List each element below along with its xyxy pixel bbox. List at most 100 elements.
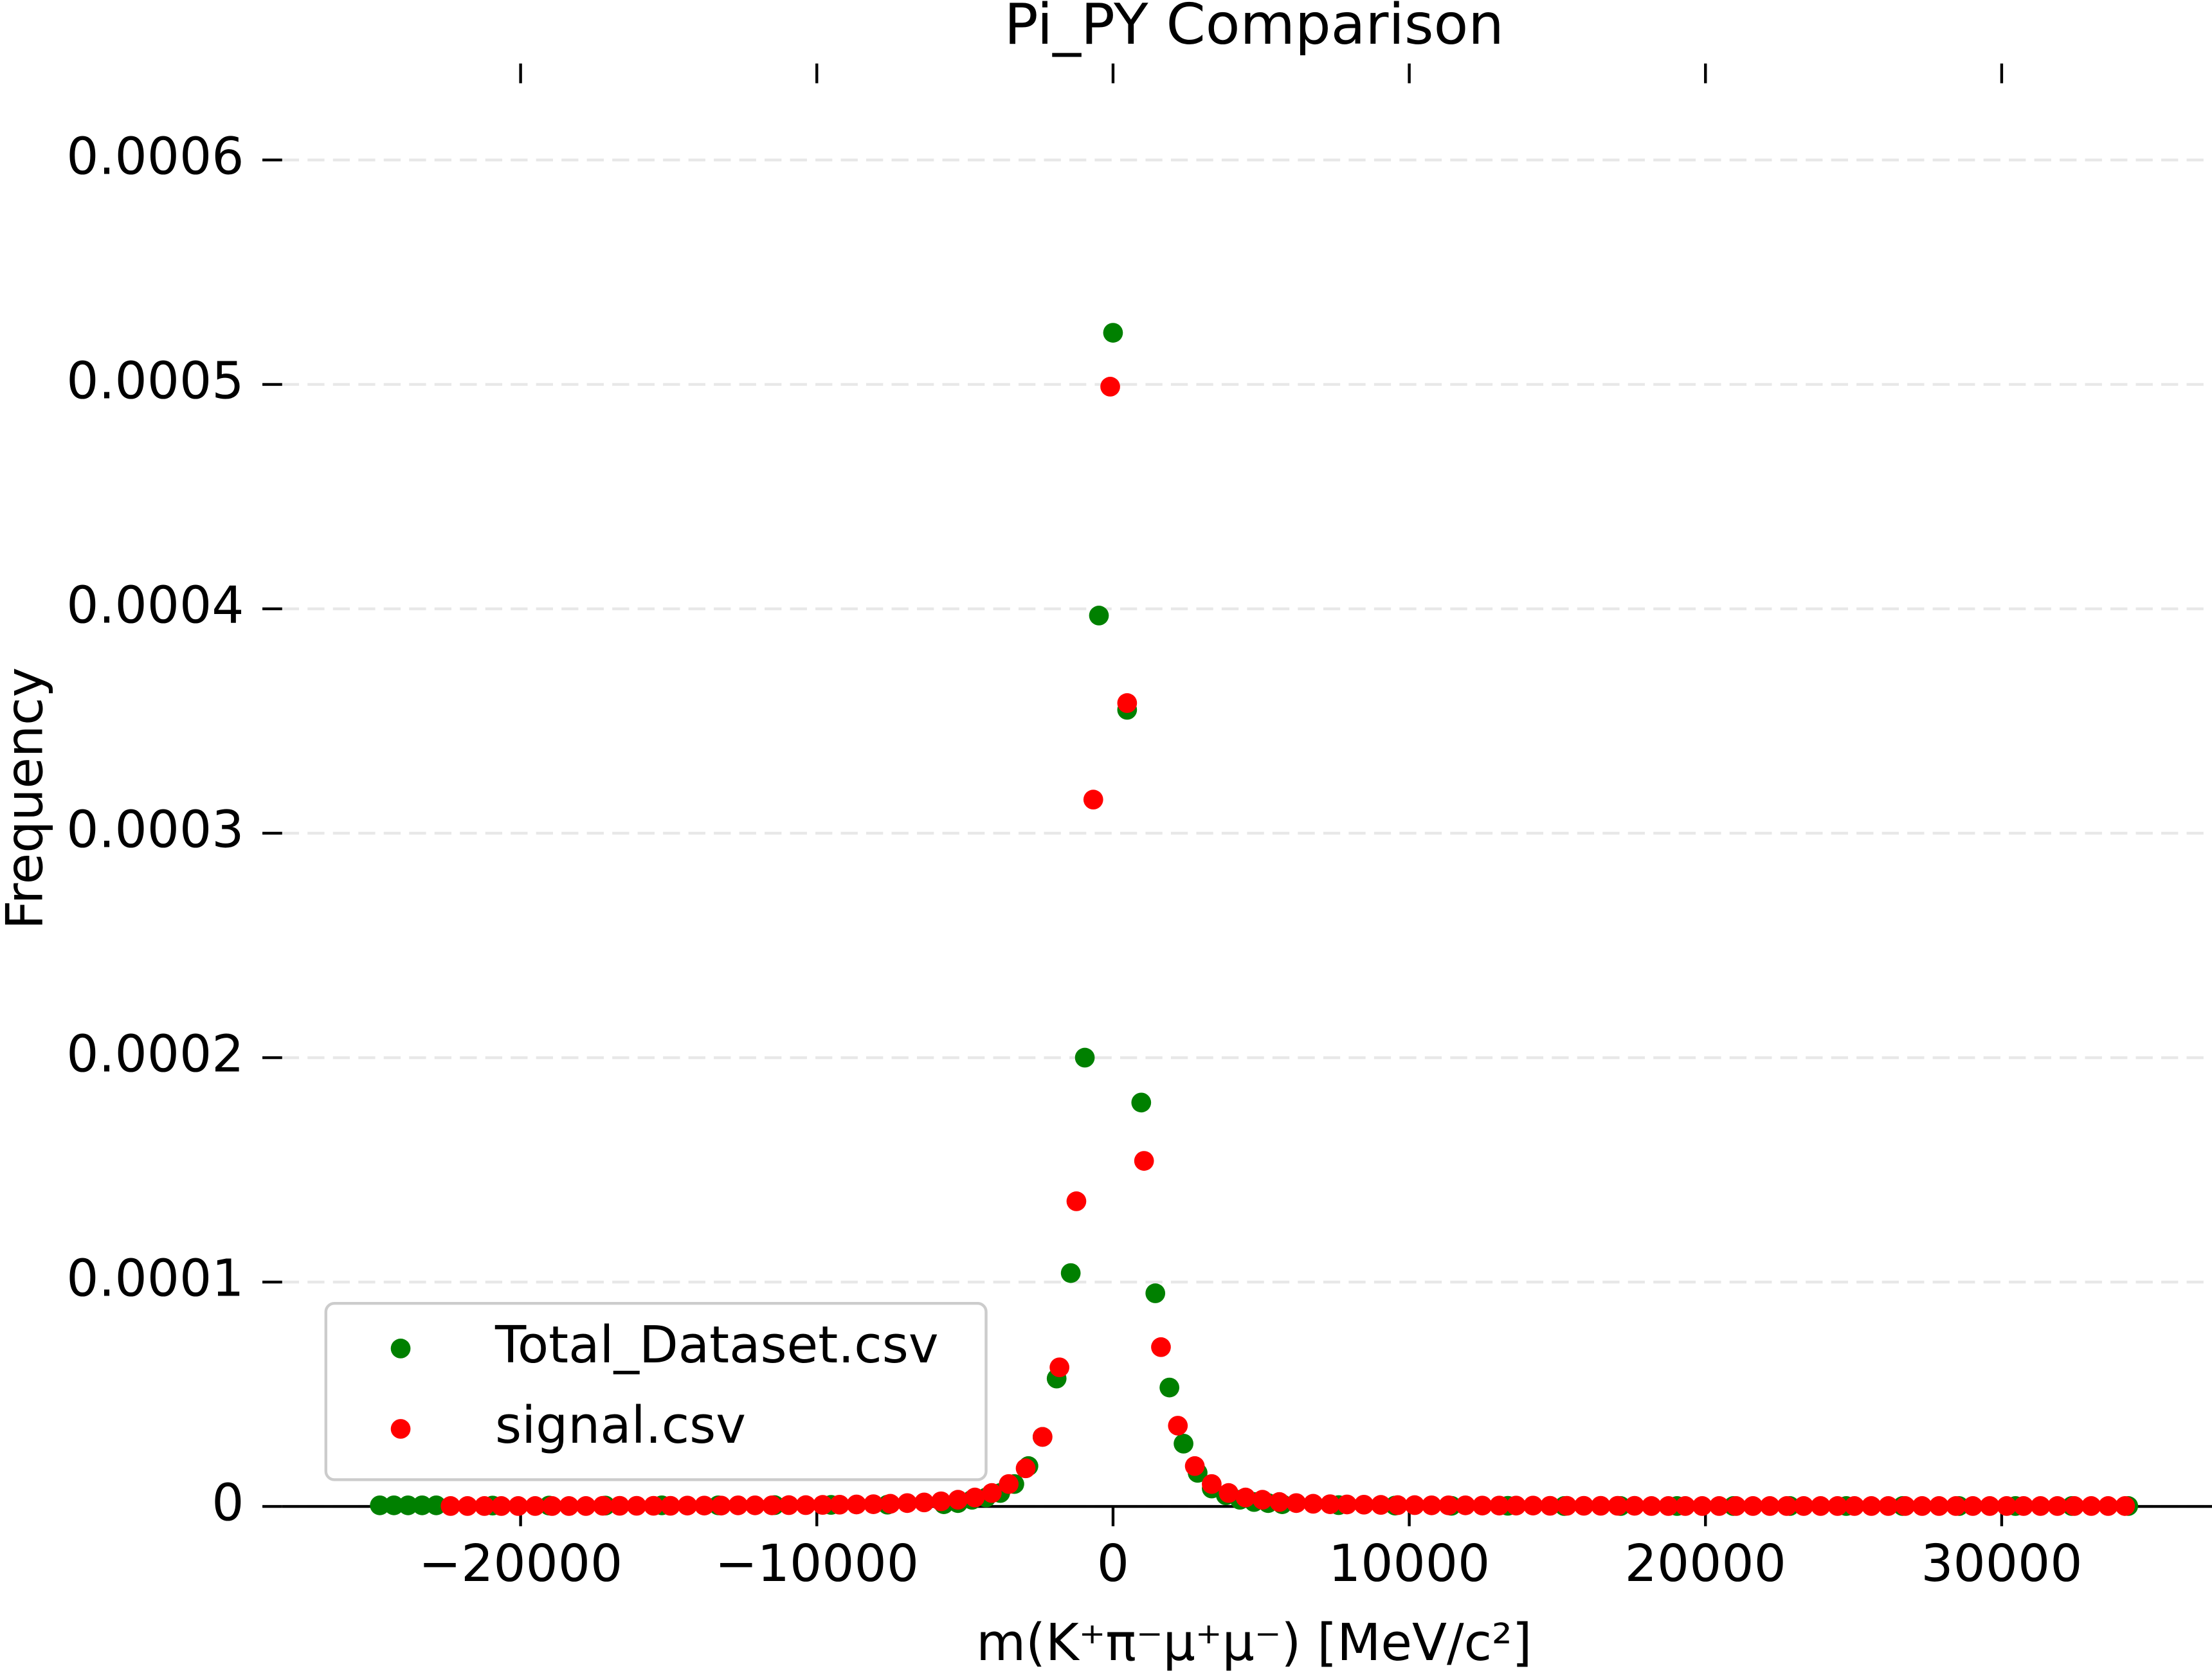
point: [1320, 1494, 1340, 1514]
y-tick-label: 0.0001: [66, 1249, 244, 1308]
point: [677, 1495, 698, 1516]
point: [491, 1496, 511, 1516]
point: [999, 1474, 1019, 1494]
point: [1793, 1496, 1814, 1516]
x-tick-label: 0: [1097, 1534, 1129, 1593]
point: [1591, 1495, 1611, 1516]
point: [1658, 1496, 1678, 1516]
point: [1777, 1496, 1797, 1516]
point: [728, 1495, 748, 1515]
point: [1726, 1496, 1746, 1516]
x-tick-label: 20000: [1625, 1534, 1786, 1593]
point: [1269, 1492, 1289, 1512]
point: [830, 1494, 850, 1515]
point: [1117, 693, 1138, 713]
point: [626, 1495, 647, 1516]
point: [1159, 1377, 1180, 1398]
point: [1252, 1490, 1273, 1510]
point: [948, 1490, 968, 1510]
point: [1878, 1496, 1898, 1516]
point: [1946, 1496, 1966, 1516]
point: [1523, 1495, 1543, 1516]
point: [525, 1496, 545, 1516]
point: [559, 1496, 579, 1516]
legend-marker: [390, 1339, 411, 1359]
chart-title: Pi_PY Comparison: [1004, 0, 1504, 57]
point: [1980, 1496, 2000, 1516]
point: [795, 1495, 816, 1515]
point: [2098, 1496, 2118, 1516]
point: [1083, 790, 1103, 809]
point: [1929, 1496, 1949, 1516]
point: [1540, 1495, 1560, 1516]
point: [1438, 1495, 1458, 1515]
legend-label: signal.csv: [495, 1396, 746, 1455]
point: [982, 1483, 1002, 1503]
point: [1388, 1495, 1408, 1515]
point: [863, 1494, 884, 1514]
point: [1032, 1427, 1053, 1447]
point: [897, 1493, 918, 1513]
y-tick-label: 0.0002: [66, 1024, 244, 1083]
point: [1421, 1495, 1442, 1515]
point: [440, 1496, 461, 1516]
point: [1049, 1357, 1070, 1378]
point: [1692, 1496, 1712, 1516]
point: [1168, 1416, 1188, 1436]
point: [1997, 1496, 2017, 1516]
point: [593, 1495, 613, 1516]
point: [398, 1495, 418, 1515]
point: [508, 1496, 529, 1516]
point: [1827, 1496, 1847, 1516]
point: [457, 1496, 478, 1516]
y-tick-label: 0: [212, 1474, 244, 1533]
y-tick-label: 0.0004: [66, 575, 244, 635]
x-axis-label: m(K⁺π⁻μ⁺μ⁻) [MeV/c²]: [976, 1613, 1532, 1672]
point: [1624, 1495, 1645, 1516]
point: [1151, 1337, 1171, 1357]
point: [1131, 1092, 1152, 1113]
point: [1174, 1434, 1193, 1454]
point: [412, 1495, 432, 1515]
point: [931, 1491, 951, 1512]
point: [1404, 1495, 1425, 1515]
point: [1286, 1493, 1307, 1513]
point: [711, 1495, 731, 1516]
point: [1573, 1495, 1594, 1516]
point: [660, 1495, 681, 1516]
x-tick-label: 10000: [1328, 1534, 1490, 1593]
x-tick-label: 30000: [1921, 1534, 2082, 1593]
point: [1219, 1483, 1239, 1503]
point: [1100, 377, 1120, 397]
point: [2115, 1496, 2135, 1516]
point: [1060, 1263, 1081, 1283]
point: [762, 1495, 782, 1515]
point: [1608, 1495, 1628, 1516]
point: [1074, 1047, 1095, 1068]
point: [2013, 1496, 2034, 1516]
point: [694, 1495, 714, 1516]
point: [1912, 1496, 1932, 1516]
point: [1066, 1191, 1087, 1211]
point: [426, 1495, 446, 1515]
point: [1472, 1495, 1492, 1516]
series: [440, 377, 2135, 1516]
point: [542, 1496, 562, 1516]
point: [1455, 1495, 1476, 1515]
point: [745, 1495, 765, 1515]
point: [1103, 323, 1123, 343]
point: [2030, 1496, 2051, 1516]
point: [1506, 1495, 1527, 1516]
point: [2081, 1496, 2101, 1516]
point: [914, 1492, 934, 1513]
point: [1145, 1283, 1166, 1303]
point: [1489, 1495, 1509, 1516]
y-tick-label: 0.0003: [66, 800, 244, 859]
point: [965, 1487, 985, 1508]
point: [1675, 1496, 1696, 1516]
point: [384, 1495, 404, 1515]
point: [610, 1495, 630, 1516]
point: [1337, 1494, 1357, 1515]
point: [2047, 1496, 2067, 1516]
